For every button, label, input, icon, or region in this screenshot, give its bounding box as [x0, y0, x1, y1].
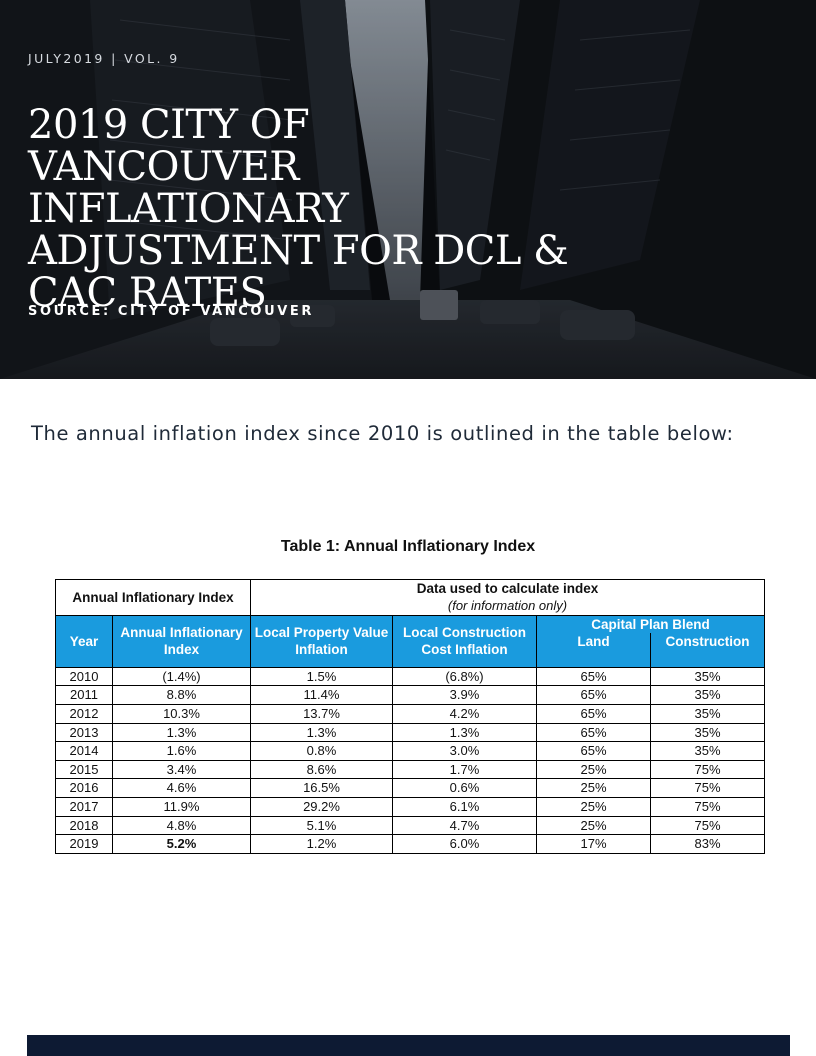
cell-year: 2016	[56, 779, 112, 798]
cell-annual-index: 4.6%	[113, 779, 250, 798]
cell-construction: 35%	[651, 705, 764, 724]
hero-banner: JULY2019 | VOL. 9 2019 CITY OF VANCOUVER…	[0, 0, 816, 379]
cell-land: 65%	[537, 668, 650, 687]
cell-year: 2012	[56, 705, 112, 724]
cell-land: 17%	[580, 836, 607, 852]
cell-construction-cost: 3.0%	[393, 742, 536, 761]
footer-bar	[27, 1035, 790, 1056]
col-header-capital-plan-blend: Capital Plan Blend	[536, 614, 765, 633]
cell-annual-index: 1.3%	[113, 724, 250, 743]
cell-land: 65%	[537, 686, 650, 705]
cell-property-inflation: 11.4%	[251, 686, 392, 705]
cell-construction: 75%	[651, 798, 764, 817]
cell-land: 65%	[537, 742, 650, 761]
column-year: 2010 2011 2012 2013 2014 2015 2016 2017 …	[55, 666, 113, 854]
cell-year: 2015	[56, 761, 112, 780]
group-header-data: Data used to calculate index (for inform…	[250, 579, 765, 616]
cell-property-inflation: 0.8%	[251, 742, 392, 761]
inflation-index-table: Annual Inflationary Index Data used to c…	[55, 579, 765, 854]
cell-construction-cost: 4.2%	[393, 705, 536, 724]
cell-construction: 75%	[651, 817, 764, 836]
cell-year: 2014	[56, 742, 112, 761]
issue-label: JULY2019 | VOL. 9	[28, 51, 180, 66]
cell-year: 2013	[56, 724, 112, 743]
cell-year: 2019	[69, 836, 99, 852]
column-construction-cost: (6.8%) 3.9% 4.2% 1.3% 3.0% 1.7% 0.6% 6.1…	[392, 666, 537, 854]
cell-annual-index: 4.8%	[113, 817, 250, 836]
col-header-year: Year	[55, 614, 113, 668]
cell-annual-index: 11.9%	[113, 798, 250, 817]
page-title: 2019 CITY OF VANCOUVER INFLATIONARY ADJU…	[28, 102, 569, 316]
cell-construction: 35%	[651, 668, 764, 687]
cell-property-inflation: 13.7%	[251, 705, 392, 724]
cell-annual-index: 8.8%	[113, 686, 250, 705]
cell-construction: 75%	[651, 761, 764, 780]
table-body-row: 2010 2011 2012 2013 2014 2015 2016 2017 …	[55, 666, 765, 854]
cell-annual-index: 3.4%	[113, 761, 250, 780]
cell-construction-cost: 6.0%	[449, 836, 480, 852]
col-header-annual-index: Annual Inflationary Index	[112, 614, 251, 668]
cell-construction: 75%	[651, 779, 764, 798]
cell-land: 65%	[537, 724, 650, 743]
cell-year: 2018	[56, 817, 112, 836]
col-header-construction-cost: Local Construction Cost Inflation	[392, 614, 537, 668]
cell-annual-index: 1.6%	[113, 742, 250, 761]
col-header-land: Land	[536, 632, 651, 668]
group-header-data-title: Data used to calculate index	[416, 581, 599, 596]
cell-construction: 35%	[651, 686, 764, 705]
cell-construction-cost: 4.7%	[393, 817, 536, 836]
cell-construction: 83%	[694, 836, 721, 852]
cell-construction-cost: 0.6%	[393, 779, 536, 798]
cell-year: 2010	[56, 668, 112, 687]
cell-property-inflation: 1.5%	[251, 668, 392, 687]
group-header-annual: Annual Inflationary Index	[55, 579, 251, 616]
column-property-inflation: 1.5% 11.4% 13.7% 1.3% 0.8% 8.6% 16.5% 29…	[250, 666, 393, 854]
cell-construction-cost: (6.8%)	[393, 668, 536, 687]
col-header-construction: Construction	[650, 632, 765, 668]
table-caption: Table 1: Annual Inflationary Index	[280, 538, 536, 555]
column-construction: 35% 35% 35% 35% 35% 75% 75% 75% 75% 83%	[650, 666, 765, 854]
cell-construction-cost: 1.3%	[393, 724, 536, 743]
cell-property-inflation: 1.2%	[306, 836, 337, 852]
cell-construction-cost: 6.1%	[393, 798, 536, 817]
cell-property-inflation: 29.2%	[251, 798, 392, 817]
cell-property-inflation: 16.5%	[251, 779, 392, 798]
cell-land: 25%	[537, 798, 650, 817]
cell-land: 65%	[537, 705, 650, 724]
cell-year: 2017	[56, 798, 112, 817]
cell-construction-cost: 1.7%	[393, 761, 536, 780]
cell-land: 25%	[537, 817, 650, 836]
cell-construction: 35%	[651, 742, 764, 761]
city-street-photo	[0, 0, 816, 379]
source-label: SOURCE: CITY OF VANCOUVER	[28, 304, 314, 319]
cell-property-inflation: 8.6%	[251, 761, 392, 780]
cell-construction: 35%	[651, 724, 764, 743]
group-header-data-note: (for information only)	[447, 598, 568, 614]
cell-land: 25%	[537, 779, 650, 798]
cell-property-inflation: 5.1%	[251, 817, 392, 836]
cell-property-inflation: 1.3%	[251, 724, 392, 743]
cell-construction-cost: 3.9%	[393, 686, 536, 705]
column-land: 65% 65% 65% 65% 65% 25% 25% 25% 25% 17%	[536, 666, 651, 854]
col-header-property-inflation: Local Property Value Inflation	[250, 614, 393, 668]
intro-text: The annual inflation index since 2010 is…	[31, 422, 734, 445]
column-annual-index: (1.4%) 8.8% 10.3% 1.3% 1.6% 3.4% 4.6% 11…	[112, 666, 251, 854]
cell-annual-index: (1.4%)	[113, 668, 250, 687]
cell-annual-index: 5.2%	[166, 836, 197, 852]
cell-annual-index: 10.3%	[113, 705, 250, 724]
cell-land: 25%	[537, 761, 650, 780]
cell-year: 2011	[56, 686, 112, 705]
